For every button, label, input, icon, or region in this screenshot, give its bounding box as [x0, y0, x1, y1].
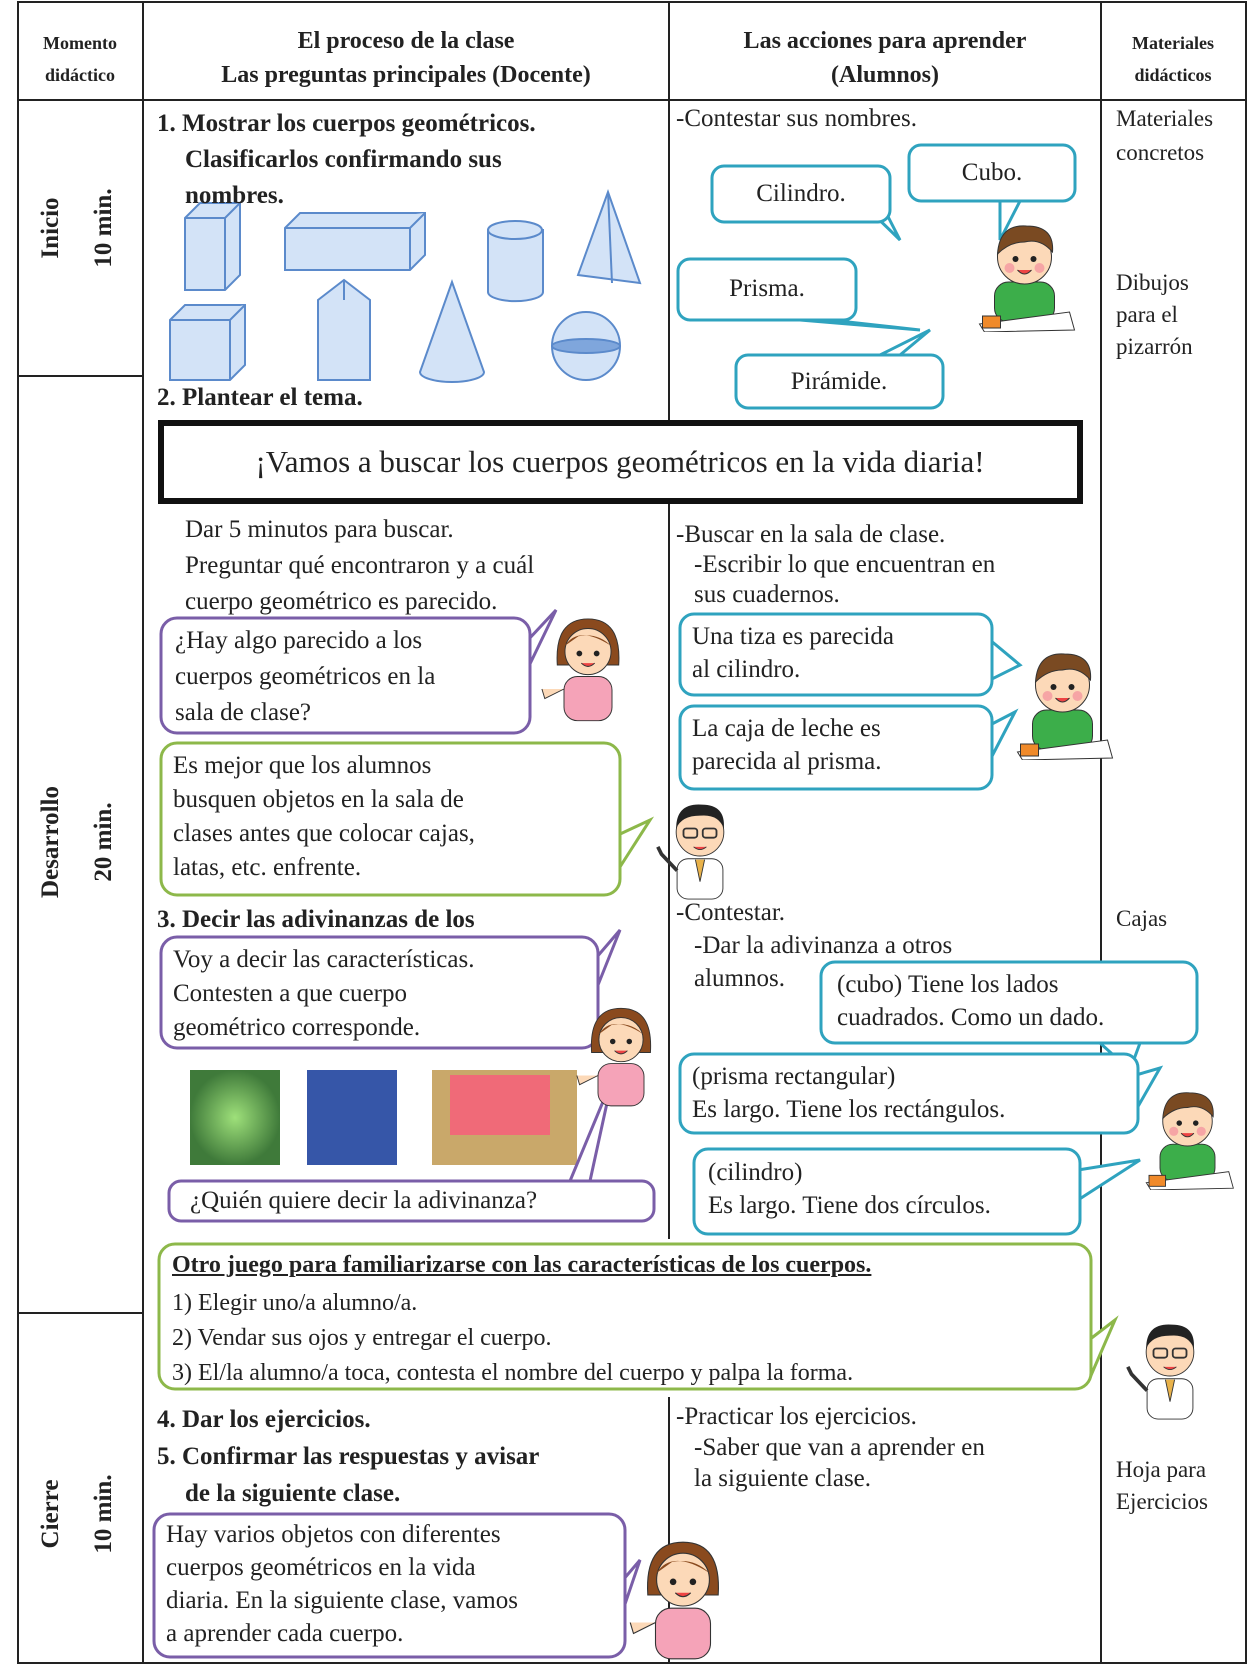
header-cell: didáctico [45, 65, 115, 85]
header-cell: Momento [43, 33, 117, 53]
advice-bubble: busquen objetos en la sala de [173, 786, 464, 813]
stage-name: Inicio [37, 197, 64, 259]
action: sus cuadernos. [694, 581, 840, 608]
teacher-bubble: Voy a decir las características. [173, 946, 475, 973]
header-cell: Las preguntas principales (Docente) [221, 62, 591, 88]
student-bubble: parecida al prisma. [692, 748, 882, 775]
teacher-bubble: geométrico corresponde. [173, 1014, 421, 1041]
action: -Buscar en la sala de clase. [676, 521, 946, 548]
step: nombres. [185, 182, 284, 209]
teacher-bubble: cuerpos geométricos en la vida [166, 1554, 476, 1581]
student-bubble: Pirámide. [790, 368, 888, 395]
student-bubble: (cubo) Tiene los lados [837, 971, 1059, 998]
header-cell: Las acciones para aprender [743, 28, 1027, 54]
teacher-bubble: cuerpos geométricos en la [175, 663, 436, 690]
action: -Contestar. [676, 899, 786, 926]
step: 4. Dar los ejercicios. [157, 1406, 371, 1433]
game-item: 2) Vendar sus ojos y entregar el cuerpo. [172, 1325, 552, 1351]
step: 2. Plantear el tema. [157, 384, 363, 411]
action: -Practicar los ejercicios. [676, 1403, 917, 1430]
teacher-bubble: Contesten a que cuerpo [173, 980, 407, 1007]
material: Cajas [1116, 906, 1168, 931]
material: Ejercicios [1116, 1489, 1208, 1514]
action: -Escribir lo que encuentran en [694, 551, 996, 578]
game-item: 1) Elegir uno/a alumno/a. [172, 1290, 418, 1316]
stage-name: Cierre [37, 1479, 64, 1549]
action: alumnos. [694, 965, 785, 992]
teacher-bubble: ¿Hay algo parecido a los [175, 627, 423, 654]
action: -Dar la adivinanza a otros [694, 932, 953, 959]
stage-time: 20 min. [90, 802, 117, 882]
step: 1. Mostrar los cuerpos geométricos. [157, 110, 536, 137]
student-bubble: Cubo. [961, 159, 1023, 186]
material: concretos [1116, 140, 1205, 165]
student-bubble: Es largo. Tiene los rectángulos. [692, 1096, 1006, 1123]
step: Clasificarlos confirmando sus [185, 146, 502, 173]
game-item: 3) El/la alumno/a toca, contesta el nomb… [172, 1360, 854, 1386]
advice-bubble: Es mejor que los alumnos [173, 752, 432, 779]
teacher-bubble: a aprender cada cuerpo. [166, 1620, 404, 1647]
material: Hoja para [1116, 1457, 1207, 1482]
material: para el [1116, 302, 1178, 327]
student-bubble: La caja de leche es [692, 715, 881, 742]
student-bubble: Es largo. Tiene dos círculos. [708, 1192, 991, 1219]
student-bubble: al cilindro. [692, 656, 801, 683]
teacher-bubble: Hay varios objetos con diferentes [166, 1521, 501, 1548]
teacher-bubble: ¿Quién quiere decir la adivinanza? [190, 1187, 538, 1214]
step: 3. Decir las adivinanzas de los [157, 906, 475, 933]
step: 5. Confirmar las respuestas y avisar [157, 1443, 540, 1470]
student-bubble: (cilindro) [708, 1159, 803, 1186]
student-bubble: Prisma. [729, 275, 805, 302]
header-cell: (Alumnos) [830, 62, 940, 88]
action: -Saber que van a aprender en [694, 1434, 985, 1461]
header-cell: Materiales [1132, 33, 1214, 53]
instructions: Preguntar qué encontraron y a cuál [185, 552, 535, 579]
teacher-bubble: diaria. En la siguiente clase, vamos [166, 1587, 518, 1614]
advice-bubble: latas, etc. enfrente. [173, 854, 362, 881]
step: de la siguiente clase. [185, 1480, 401, 1507]
advice-bubble: clases antes que colocar cajas, [173, 820, 475, 847]
instructions: Dar 5 minutos para buscar. [185, 516, 454, 543]
instructions: cuerpo geométrico es parecido. [185, 588, 498, 615]
action: -Contestar sus nombres. [676, 105, 917, 132]
header-cell: didácticos [1134, 65, 1212, 85]
material: Dibujos [1116, 270, 1189, 295]
student-bubble: (prisma rectangular) [692, 1063, 896, 1090]
stage-time: 10 min. [90, 1474, 117, 1554]
student-bubble: Una tiza es parecida [692, 623, 894, 650]
stage-time: 10 min. [90, 188, 117, 268]
material: pizarrón [1116, 334, 1193, 359]
stage-name: Desarrollo [37, 785, 64, 899]
student-bubble: cuadrados. Como un dado. [837, 1004, 1105, 1031]
theme: ¡Vamos a buscar los cuerpos geométricos … [255, 444, 985, 479]
action: la siguiente clase. [694, 1465, 872, 1492]
header-cell: El proceso de la clase [297, 28, 515, 54]
material: Materiales [1116, 106, 1214, 131]
student-bubble: Cilindro. [756, 180, 846, 207]
game-title: Otro juego para familiarizarse con las c… [172, 1252, 872, 1278]
teacher-bubble: sala de clase? [175, 699, 312, 726]
